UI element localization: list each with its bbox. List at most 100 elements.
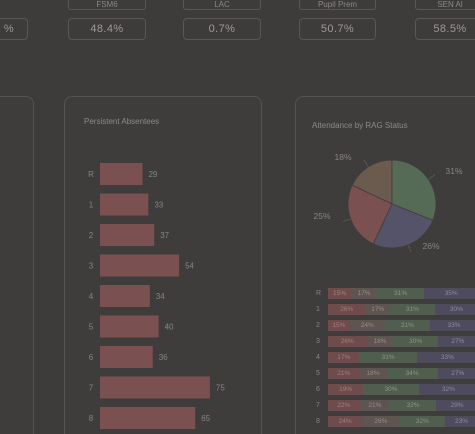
rag-segment: 19% [328,384,364,395]
bar-value-label: 36 [159,353,168,362]
rag-segment: 27% [437,336,475,347]
bar-value-label: 54 [185,262,194,271]
rag-row: R 15% 17% 31% 35% [316,288,475,299]
pie-label: 18% [334,152,351,162]
rag-row: 1 26% 17% 31% 30% [316,304,475,315]
rag-segment: 18% [366,336,394,347]
stat-value: 50.7% [299,18,376,40]
panel-title: Attendance by RAG Status [312,121,408,130]
bar-value-label: 37 [160,231,169,240]
bar [100,376,210,399]
bar-category-label: 5 [89,323,94,332]
rag-segment: 32% [399,416,446,427]
rag-segment: 31% [390,304,435,315]
rag-segment: 33% [429,320,475,331]
rag-segment: 34% [386,368,438,379]
bar-value-label: 33 [154,201,163,210]
bar [100,315,159,338]
rag-year-label: 4 [316,354,320,361]
pie-leader-line [428,174,436,180]
rag-segment: 22% [328,400,360,411]
bar [100,346,153,368]
left-panel [0,96,34,434]
rag-row: 5 21% 18% 34% 27% [316,368,475,379]
rag-segment: 31% [376,288,425,299]
bar-value-label: 65 [201,414,210,423]
rag-segment: 32% [390,400,437,411]
pie-leader-line [363,159,369,168]
rag-segment: 30% [393,336,438,347]
bar-category-label: 3 [89,262,94,271]
rag-year-label: 1 [316,306,320,313]
pie-leader-line [407,244,412,253]
stat-label: LAC [183,0,261,10]
rag-segment: 31% [384,320,430,331]
pie-leader-line [342,218,351,222]
rag-pie-chart: 18% 31% 26% 25% [313,152,463,253]
bar-category-label: 1 [89,201,94,210]
rag-row: 8 24% 26% 32% 23% [316,416,475,427]
rag-segment: 17% [328,352,360,363]
pie-label: 25% [313,211,330,221]
rag-segment: 18% [359,368,387,379]
bar-category-label: R [88,170,94,179]
pie-slice [347,184,393,245]
rag-segment: 27% [437,368,475,379]
bar-category-label: 2 [89,231,94,240]
rag-year-label: R [316,290,322,297]
rag-segment: 17% [350,288,377,299]
rag-segment: 33% [416,352,475,363]
bar [100,407,196,429]
rag-segment: 26% [362,416,400,427]
pie-label: 26% [422,241,439,251]
persistent-absentees-panel: Persistent Absentees R 29 1 33 2 37 3 54 4 34 5 40 6… [64,96,262,434]
stat-value: % [0,18,28,40]
bar [100,193,149,216]
rag-year-label: 3 [316,338,320,345]
rag-year-label: 6 [316,386,320,393]
rag-year-label: 7 [316,402,320,409]
pie-slice [391,159,437,221]
stat-label: SEN Al [415,0,475,10]
bar-value-label: 75 [216,384,225,393]
rag-year-label: 8 [316,418,320,425]
rag-segment: 35% [424,288,475,299]
rag-row: 3 26% 18% 30% 27% [316,336,475,347]
rag-row: 6 19% 30% 32% [316,384,475,395]
rag-segment: 30% [434,304,475,315]
stat-label: FSM6 [68,0,146,10]
stat-value: 58.5% [415,18,475,40]
rag-row: 2 15% 24% 31% 33% [316,320,475,331]
rag-segment: 24% [349,320,385,331]
rag-row: 7 22% 21% 32% 29% [316,400,475,411]
bar [100,254,180,277]
persistent-absentees-chart: R 29 1 33 2 37 3 54 4 34 5 40 6 36 7 75 8 65 [88,163,225,429]
bar-category-label: 7 [89,384,94,393]
rag-segment: 31% [359,352,417,363]
bar-category-label: 4 [89,292,94,301]
rag-segment: 30% [363,384,419,395]
bar-category-label: 6 [89,353,94,362]
panel-title: Persistent Absentees [84,117,160,126]
rag-segment: 26% [328,336,367,347]
rag-segment: 32% [418,384,475,395]
bar [100,285,150,307]
stat-label: Pupil Prem [299,0,376,10]
pie-slice [372,203,434,249]
rag-segment: 15% [328,320,350,331]
bar-category-label: 8 [89,414,94,423]
rag-year-label: 2 [316,322,320,329]
rag-segment: 21% [359,400,390,411]
rag-segment: 23% [445,416,475,427]
stat-value: 0.7% [183,18,261,40]
rag-row: 4 17% 31% 33% [316,352,475,363]
rag-segment: 21% [328,368,360,379]
rag-segment: 26% [328,304,366,315]
bar [100,224,155,246]
bar-value-label: 34 [156,292,165,301]
bar-value-label: 40 [165,323,174,332]
rag-segment: 29% [436,400,475,411]
rag-segment: 24% [328,416,363,427]
bar [100,163,143,185]
